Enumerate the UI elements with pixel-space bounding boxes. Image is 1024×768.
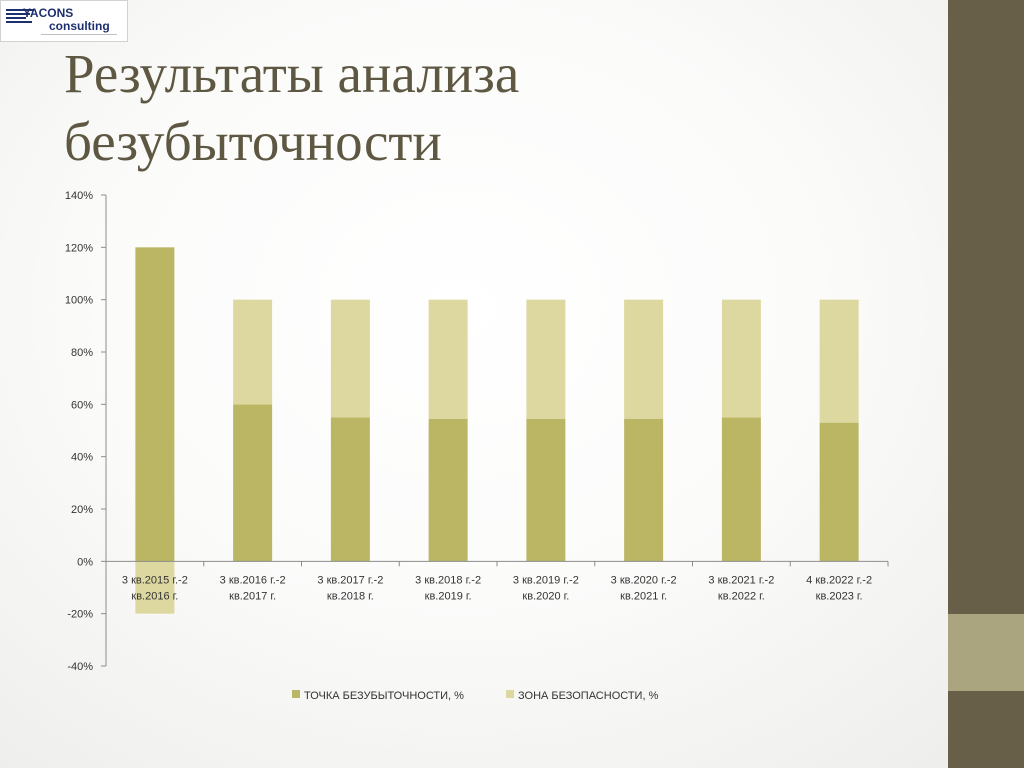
logo-text-line1: YACONS	[23, 6, 73, 20]
bar-series-2	[721, 299, 761, 418]
side-decor-accent	[948, 614, 1024, 691]
y-tick-label: 100%	[65, 295, 93, 307]
bar-series-1	[135, 247, 175, 562]
x-category-label: кв.2022 г.	[718, 590, 765, 602]
bar-series-2	[428, 299, 468, 419]
logo-mark	[6, 9, 34, 23]
x-category-label: кв.2017 г.	[229, 590, 276, 602]
bar-series-2	[135, 561, 175, 614]
bar-series-2	[233, 299, 273, 405]
slide-title: Результаты анализа безубыточности	[64, 40, 924, 176]
y-tick-label: 40%	[71, 452, 93, 464]
x-category-label: 3 кв.2017 г.-2	[317, 574, 383, 586]
logo-text-line2: consulting	[49, 19, 110, 33]
break-even-chart: -40% -20% 0% 20% 40% 60% 80% 100% 120% 140% 3 кв.2…	[65, 190, 889, 702]
y-tick-label: 60%	[71, 399, 93, 411]
y-tick-label: 80%	[71, 347, 93, 359]
bar-series-1	[624, 418, 664, 562]
y-tick-label: 120%	[65, 242, 93, 254]
bar-series-2	[330, 299, 370, 418]
x-category-label: 3 кв.2018 г.-2	[415, 574, 481, 586]
x-category-label: 3 кв.2020 г.-2	[611, 574, 677, 586]
y-tick-label: -20%	[67, 609, 93, 621]
y-tick-label: 140%	[65, 190, 93, 202]
logo-underline	[41, 34, 117, 35]
x-category-label: кв.2018 г.	[327, 590, 374, 602]
x-category-label: 3 кв.2015 г.-2	[122, 574, 188, 586]
bar-series-2	[819, 299, 859, 423]
x-category-label: кв.2023 г.	[816, 590, 863, 602]
bar-series-1	[819, 422, 859, 562]
legend-label-series-2: ЗОНА БЕЗОПАСНОСТИ, %	[518, 690, 659, 702]
bar-series-2	[624, 299, 664, 419]
bar-series-1	[721, 417, 761, 562]
company-logo: YACONS consulting	[0, 0, 128, 42]
legend-label-series-1: ТОЧКА БЕЗУБЫТОЧНОСТИ, %	[304, 690, 464, 702]
legend-swatch-series-1	[292, 690, 300, 698]
bar-series-1	[330, 417, 370, 562]
slide-title-line1: Результаты анализа	[64, 43, 520, 104]
bar-series-2	[526, 299, 566, 419]
bar-series-1	[526, 418, 566, 562]
x-category-label: кв.2019 г.	[425, 590, 472, 602]
x-category-label: кв.2021 г.	[620, 590, 667, 602]
y-tick-label: -40%	[67, 661, 93, 673]
x-category-label: 3 кв.2016 г.-2	[220, 574, 286, 586]
x-category-label: кв.2016 г.	[131, 590, 178, 602]
legend-swatch-series-2	[506, 690, 514, 698]
y-tick-label: 20%	[71, 504, 93, 516]
bar-series-1	[233, 404, 273, 562]
y-tick-label: 0%	[77, 556, 93, 568]
x-category-label: 4 кв.2022 г.-2	[806, 574, 872, 586]
slide-title-line2: безубыточности	[64, 111, 442, 172]
bar-series-1	[428, 418, 468, 562]
x-category-label: 3 кв.2021 г.-2	[708, 574, 774, 586]
x-category-label: кв.2020 г.	[522, 590, 569, 602]
x-category-label: 3 кв.2019 г.-2	[513, 574, 579, 586]
